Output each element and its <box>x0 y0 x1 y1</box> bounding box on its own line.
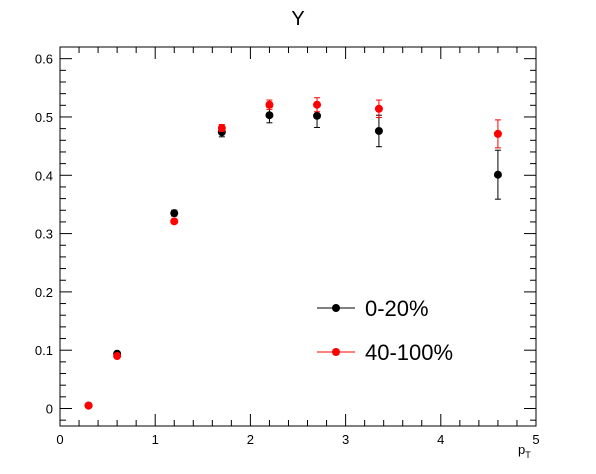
data-point <box>374 126 383 135</box>
legend-label-1: 40-100% <box>365 340 453 365</box>
data-point <box>493 129 502 138</box>
x-tick-label: 0 <box>56 432 63 447</box>
y-axis: 0 0.1 0.2 0.3 0.4 0.5 0.6 <box>35 52 536 421</box>
y-tick-label: 0.1 <box>35 343 53 358</box>
y-tick-label: 0 <box>46 402 53 417</box>
x-tick-label: 1 <box>152 432 159 447</box>
y-tick-label: 0.2 <box>35 285 53 300</box>
legend-label-0: 0-20% <box>365 296 429 321</box>
chart-title: Y <box>291 8 304 30</box>
y-tick-label: 0.3 <box>35 227 53 242</box>
y-tick-label: 0.6 <box>35 52 53 67</box>
data-point <box>313 111 322 120</box>
data-point <box>374 104 383 113</box>
data-point <box>113 352 122 361</box>
series-layer <box>84 97 502 410</box>
legend: 0-20% 40-100% <box>317 296 453 365</box>
legend-marker-0 <box>332 304 340 312</box>
y-tick-label: 0.5 <box>35 110 53 125</box>
data-point <box>170 209 179 218</box>
data-point <box>265 111 274 120</box>
x-tick-label: 2 <box>247 432 254 447</box>
x-tick-label: 5 <box>532 432 539 447</box>
plot-frame <box>59 46 537 427</box>
data-point <box>493 170 502 179</box>
series-1 <box>84 97 502 410</box>
x-axis-label: pT <box>518 442 531 460</box>
data-point <box>84 401 93 410</box>
legend-marker-1 <box>332 348 340 356</box>
data-point <box>217 124 226 133</box>
y-tick-label: 0.4 <box>35 168 53 183</box>
data-point <box>313 100 322 109</box>
x-axis: 0 1 2 3 4 5 <box>56 47 540 447</box>
x-tick-label: 3 <box>342 432 349 447</box>
data-point <box>170 217 179 226</box>
data-point <box>265 100 274 109</box>
x-tick-label: 4 <box>437 432 444 447</box>
